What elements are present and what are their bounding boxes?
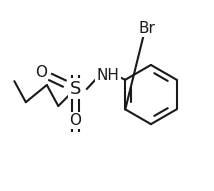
Text: Br: Br bbox=[139, 21, 156, 36]
Text: O: O bbox=[35, 65, 47, 80]
Text: S: S bbox=[70, 80, 81, 98]
Text: NH: NH bbox=[97, 68, 119, 83]
Text: O: O bbox=[70, 113, 82, 128]
